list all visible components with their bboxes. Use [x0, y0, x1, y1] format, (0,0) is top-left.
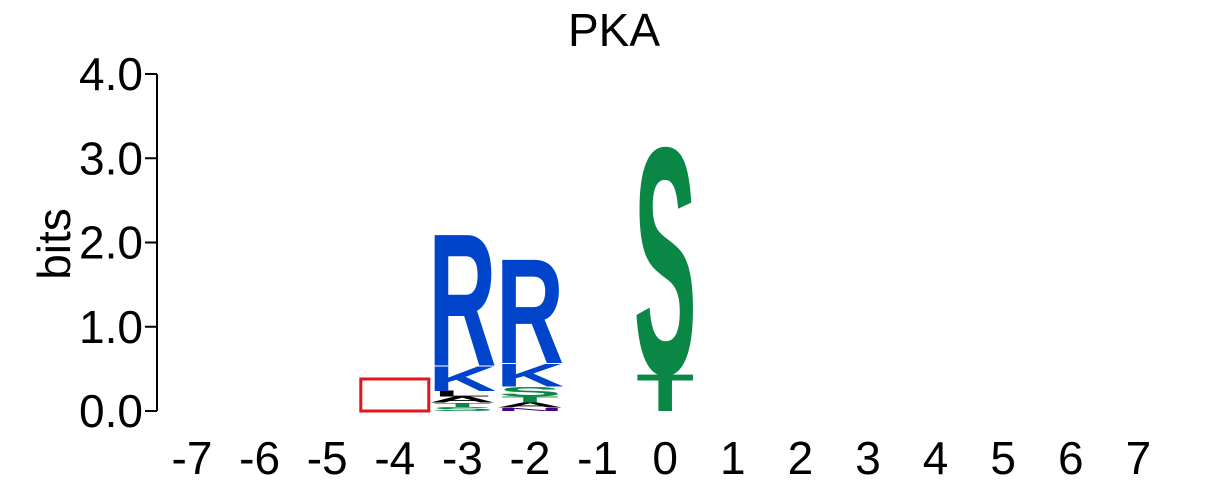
y-tick-label: 1.0 [79, 301, 143, 353]
x-tick-label: -2 [510, 432, 551, 484]
x-tick-label: 2 [788, 432, 814, 484]
highlight-box [359, 377, 431, 413]
logo-letter: A [496, 401, 564, 409]
x-axis: -7 -6 -5 -4 -3 -2 -1 0 1 2 3 4 5 6 7 [172, 432, 1152, 484]
logo-letter: S [634, 80, 697, 443]
logo-letter: S [499, 384, 562, 400]
x-tick-label: 0 [652, 432, 678, 484]
x-tick-label: -7 [172, 432, 213, 484]
logo-letter: R [496, 228, 564, 396]
x-tick-label: 5 [990, 432, 1016, 484]
x-tick-label: 6 [1058, 432, 1084, 484]
x-tick-label: 7 [1126, 432, 1152, 484]
logo-letter: T [434, 402, 492, 408]
chart-title: PKA [568, 4, 660, 56]
x-tick-label: -3 [442, 432, 483, 484]
logo-letter: L [434, 389, 492, 398]
x-tick-label: 3 [855, 432, 881, 484]
logo-letter: K [428, 360, 496, 399]
logo-letter: A [428, 395, 496, 404]
x-tick-label: 1 [720, 432, 746, 484]
x-tick-label: -6 [239, 432, 280, 484]
logo-letter: S [431, 406, 494, 412]
y-tick-label: 2.0 [79, 217, 143, 269]
x-tick-label: -4 [374, 432, 415, 484]
y-tick-label: 4.0 [79, 48, 143, 100]
y-tick-label: 0.0 [79, 385, 143, 437]
x-tick-label: -1 [577, 432, 618, 484]
y-tick-label: 3.0 [79, 132, 143, 184]
logo-letter: T [636, 364, 694, 423]
logo-letter: K [496, 357, 564, 394]
logo-letter: T [501, 395, 559, 404]
x-tick-label: 4 [923, 432, 949, 484]
logo-letter: R [428, 193, 496, 406]
logo-letter: N [496, 407, 564, 412]
letter-stack: TS [634, 80, 697, 443]
y-axis: 0.0 1.0 2.0 3.0 4.0 [79, 48, 158, 437]
highlight-rect [359, 377, 431, 413]
x-tick-label: -5 [307, 432, 348, 484]
y-axis-label: bits [28, 208, 80, 280]
